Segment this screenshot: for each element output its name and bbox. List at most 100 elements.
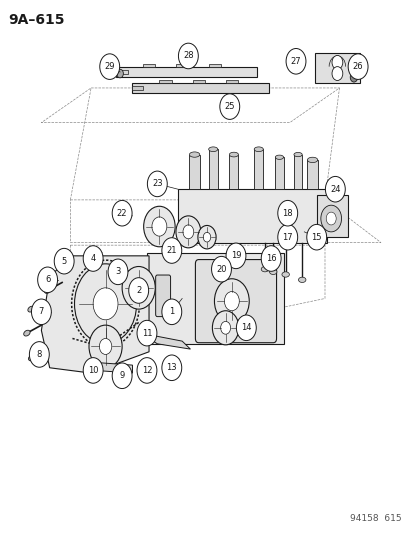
Circle shape: [83, 246, 103, 271]
Polygon shape: [225, 80, 237, 83]
Text: 24: 24: [329, 185, 340, 193]
Polygon shape: [132, 83, 268, 93]
Text: 11: 11: [141, 329, 152, 337]
Circle shape: [331, 67, 342, 80]
Circle shape: [29, 342, 49, 367]
Text: 10: 10: [88, 366, 98, 375]
Polygon shape: [140, 333, 190, 349]
Circle shape: [320, 205, 341, 232]
Circle shape: [183, 225, 193, 239]
Ellipse shape: [298, 277, 305, 282]
Circle shape: [203, 232, 210, 242]
FancyBboxPatch shape: [316, 195, 347, 237]
Circle shape: [219, 94, 239, 119]
Ellipse shape: [261, 266, 268, 272]
Circle shape: [89, 325, 122, 368]
Circle shape: [212, 311, 238, 345]
Text: 8: 8: [37, 350, 42, 359]
Ellipse shape: [24, 330, 30, 336]
Polygon shape: [116, 70, 128, 74]
Text: 6: 6: [45, 276, 50, 284]
Ellipse shape: [293, 152, 301, 157]
Text: 23: 23: [152, 180, 162, 188]
Text: 3: 3: [115, 268, 120, 276]
Circle shape: [178, 43, 198, 69]
Polygon shape: [314, 53, 359, 83]
Circle shape: [325, 212, 335, 225]
Circle shape: [112, 363, 132, 389]
FancyBboxPatch shape: [229, 155, 238, 189]
Circle shape: [224, 292, 239, 311]
Circle shape: [100, 54, 119, 79]
FancyBboxPatch shape: [254, 149, 263, 189]
Circle shape: [277, 200, 297, 226]
Text: 15: 15: [311, 233, 321, 241]
Circle shape: [331, 55, 342, 69]
Circle shape: [161, 299, 181, 325]
FancyBboxPatch shape: [195, 260, 276, 343]
Polygon shape: [132, 86, 142, 90]
Text: 12: 12: [141, 366, 152, 375]
Ellipse shape: [189, 152, 199, 157]
FancyBboxPatch shape: [178, 189, 326, 243]
FancyBboxPatch shape: [208, 149, 217, 189]
Circle shape: [143, 206, 175, 247]
FancyBboxPatch shape: [189, 155, 199, 189]
Text: 21: 21: [166, 246, 177, 255]
Text: 4: 4: [90, 254, 95, 263]
Circle shape: [225, 243, 245, 269]
Circle shape: [211, 256, 231, 282]
FancyBboxPatch shape: [155, 275, 170, 317]
Circle shape: [161, 238, 181, 263]
Text: 9A–615: 9A–615: [8, 13, 64, 27]
Text: 94158  615: 94158 615: [349, 514, 401, 523]
Circle shape: [152, 217, 166, 236]
Circle shape: [325, 176, 344, 202]
Ellipse shape: [44, 288, 51, 293]
Circle shape: [220, 321, 230, 334]
Ellipse shape: [254, 147, 263, 151]
Circle shape: [93, 288, 118, 320]
Polygon shape: [192, 80, 204, 83]
Circle shape: [108, 259, 128, 285]
Circle shape: [128, 278, 148, 303]
Text: 18: 18: [282, 209, 292, 217]
Text: 19: 19: [230, 252, 241, 260]
Circle shape: [116, 69, 123, 78]
Circle shape: [112, 200, 132, 226]
Text: 2: 2: [136, 286, 141, 295]
FancyBboxPatch shape: [306, 160, 317, 189]
Text: 25: 25: [224, 102, 235, 111]
Text: 7: 7: [39, 308, 44, 316]
Circle shape: [38, 267, 57, 293]
Ellipse shape: [281, 272, 289, 277]
Circle shape: [197, 225, 216, 249]
FancyBboxPatch shape: [147, 253, 283, 344]
Circle shape: [31, 299, 51, 325]
Circle shape: [83, 358, 103, 383]
Circle shape: [137, 358, 157, 383]
Circle shape: [285, 49, 305, 74]
Text: 28: 28: [183, 52, 193, 60]
Text: 9: 9: [119, 372, 124, 380]
Text: 5: 5: [62, 257, 66, 265]
Text: 17: 17: [282, 233, 292, 241]
Text: 1: 1: [169, 308, 174, 316]
Polygon shape: [159, 80, 171, 83]
Text: 14: 14: [240, 324, 251, 332]
Ellipse shape: [208, 147, 217, 151]
Circle shape: [74, 264, 136, 344]
Circle shape: [147, 171, 167, 197]
FancyBboxPatch shape: [275, 157, 283, 189]
Circle shape: [54, 248, 74, 274]
Text: 29: 29: [104, 62, 115, 71]
Circle shape: [137, 320, 157, 346]
Ellipse shape: [269, 269, 276, 274]
Circle shape: [176, 216, 200, 248]
Circle shape: [214, 279, 249, 324]
Circle shape: [122, 266, 155, 309]
Polygon shape: [142, 64, 155, 67]
Ellipse shape: [229, 152, 238, 157]
Text: 26: 26: [352, 62, 363, 71]
FancyBboxPatch shape: [293, 155, 301, 189]
